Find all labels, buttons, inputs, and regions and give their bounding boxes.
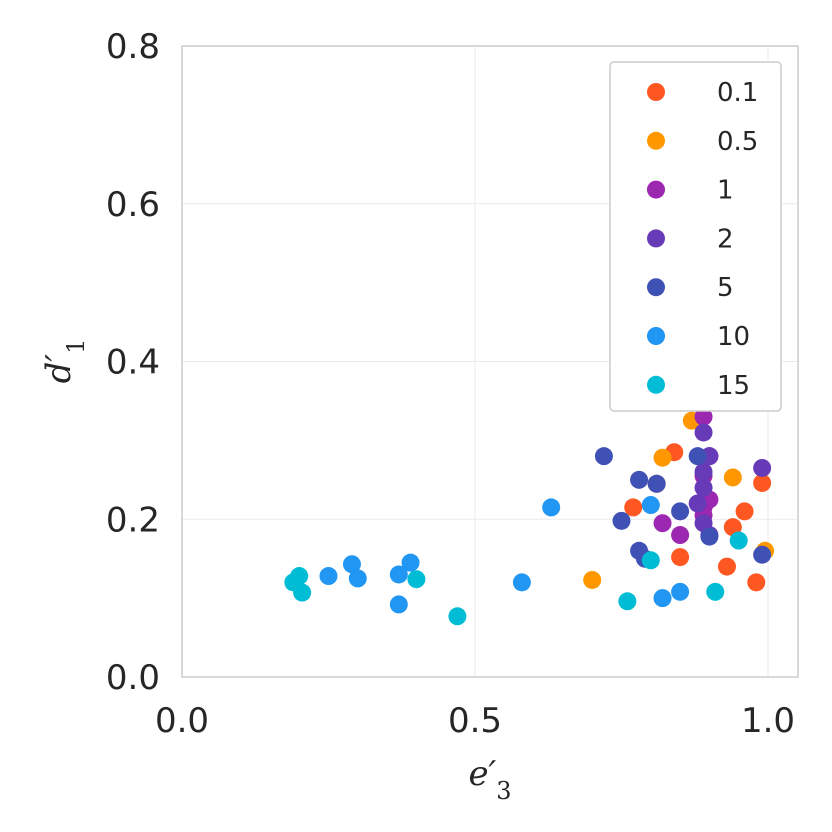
data-point (753, 458, 772, 477)
legend-marker (647, 180, 665, 199)
data-point (612, 511, 631, 530)
legend: 0.1 0.5 1 2 5 10 15 (609, 61, 782, 412)
data-point (542, 498, 561, 517)
legend-label: 10 (717, 322, 750, 352)
data-point (653, 448, 672, 467)
data-point (694, 462, 713, 481)
data-point (717, 557, 736, 576)
data-point (753, 473, 772, 492)
data-point (694, 423, 713, 442)
x-tick-label: 0.5 (448, 701, 502, 741)
data-point (348, 569, 367, 588)
legend-label: 2 (717, 224, 734, 254)
legend-label: 0.1 (717, 78, 758, 108)
legend-marker (647, 229, 665, 248)
y-tick-label: 0.4 (106, 343, 160, 383)
data-point (293, 583, 312, 602)
data-point (706, 582, 725, 601)
data-point (647, 474, 666, 493)
data-point (694, 407, 713, 426)
data-point (671, 526, 690, 545)
data-point (688, 447, 707, 466)
data-point (735, 502, 754, 521)
legend-frame (609, 61, 782, 412)
y-axis-label: d′1 (39, 339, 90, 384)
data-point (671, 502, 690, 521)
data-point (290, 567, 309, 586)
data-point (401, 553, 420, 572)
legend-items: 0.1 0.5 1 2 5 10 15 (647, 78, 758, 401)
data-point (653, 589, 672, 608)
data-point (723, 468, 742, 487)
data-point (671, 548, 690, 567)
data-point (641, 496, 660, 515)
plot-frame (181, 45, 799, 678)
data-point (694, 478, 713, 497)
data-point (688, 494, 707, 513)
data-point (583, 570, 602, 589)
data-point (723, 518, 742, 537)
legend-marker (647, 83, 665, 101)
data-point (630, 470, 649, 489)
data-point (448, 607, 467, 626)
data-point (729, 531, 748, 550)
data-point (624, 498, 643, 517)
legend-label: 1 (717, 176, 734, 206)
data-point (671, 582, 690, 601)
data-point (594, 447, 613, 466)
legend-marker (647, 131, 665, 150)
legend-marker (647, 327, 665, 345)
legend-label: 0.5 (717, 127, 758, 157)
data-point (389, 565, 408, 584)
y-tick-label: 0.6 (106, 185, 160, 225)
legend-marker (647, 278, 665, 297)
legend-marker (647, 375, 665, 394)
data-point (753, 545, 772, 564)
y-tick-label: 0.8 (106, 27, 160, 67)
data-point (407, 570, 426, 589)
data-point (618, 592, 637, 611)
x-tick-label: 0.0 (155, 701, 209, 741)
axis-ticks: 0.0 0.2 0.4 0.6 0.8 0.0 0.5 1.0 (106, 27, 795, 741)
data-point (512, 573, 531, 592)
y-tick-label: 0.0 (106, 658, 160, 698)
data-point (641, 551, 660, 570)
data-points (284, 407, 775, 626)
data-point (653, 514, 672, 533)
x-axis-label: e′3 (468, 754, 511, 805)
x-tick-label: 1.0 (741, 701, 795, 741)
data-point (319, 567, 338, 586)
data-point (700, 527, 719, 546)
data-point (389, 595, 408, 614)
y-tick-label: 0.2 (106, 500, 160, 540)
legend-label: 15 (717, 371, 750, 401)
legend-label: 5 (717, 273, 734, 303)
data-point (747, 573, 766, 592)
data-point (342, 555, 361, 574)
